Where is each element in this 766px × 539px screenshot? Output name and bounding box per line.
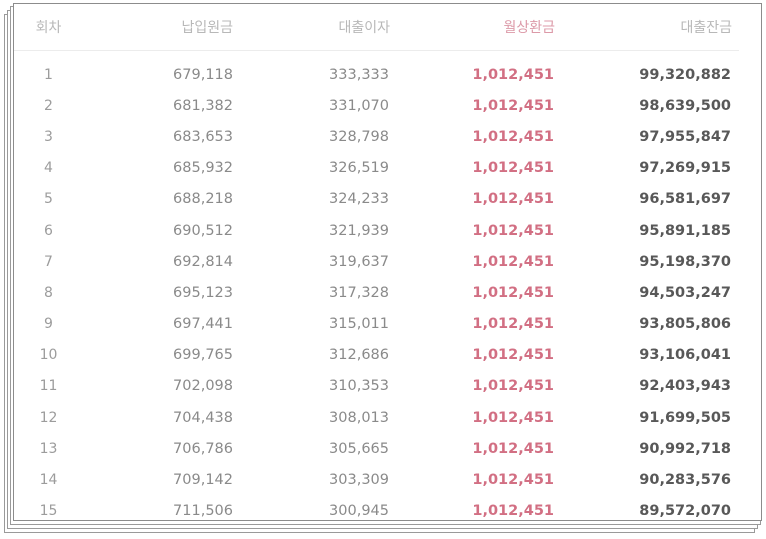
cell-interest: 303,309 xyxy=(329,472,389,489)
table-row: 13 706,786 305,665 1,012,451 90,992,718 xyxy=(14,433,761,464)
header-round: 회차 xyxy=(35,20,62,36)
cell-monthly-payment: 1,012,451 xyxy=(472,409,554,426)
table-row: 3 683,653 328,798 1,012,451 97,955,847 xyxy=(14,121,761,152)
cell-interest: 324,233 xyxy=(329,191,389,208)
cell-monthly-payment: 1,012,451 xyxy=(472,316,554,333)
cell-interest: 326,519 xyxy=(329,160,389,177)
cell-balance: 97,269,915 xyxy=(639,160,731,177)
table-row: 10 699,765 312,686 1,012,451 93,106,041 xyxy=(14,340,761,371)
cell-monthly-payment: 1,012,451 xyxy=(472,253,554,270)
cell-round: 6 xyxy=(44,222,53,239)
header-divider xyxy=(14,50,739,51)
cell-balance: 91,699,505 xyxy=(639,409,731,426)
cell-monthly-payment: 1,012,451 xyxy=(472,440,554,457)
table-body: 1 679,118 333,333 1,012,451 99,320,882 2 681,3… xyxy=(14,59,761,520)
cell-principal: 699,765 xyxy=(173,347,233,364)
cell-round: 10 xyxy=(39,347,58,364)
cell-interest: 321,939 xyxy=(329,222,389,239)
cell-interest: 300,945 xyxy=(329,503,389,520)
cell-monthly-payment: 1,012,451 xyxy=(472,191,554,208)
cell-interest: 310,353 xyxy=(329,378,389,395)
repayment-schedule-table: 회차 납입원금 대출이자 월상환금 대출잔금 1 679,118 333,333 1,… xyxy=(13,3,762,521)
table-row: 4 685,932 326,519 1,012,451 97,269,915 xyxy=(14,153,761,184)
cell-round: 3 xyxy=(44,128,53,145)
cell-principal: 681,382 xyxy=(173,97,233,114)
table-row: 11 702,098 310,353 1,012,451 92,403,943 xyxy=(14,371,761,402)
cell-round: 4 xyxy=(44,160,53,177)
cell-interest: 331,070 xyxy=(329,97,389,114)
cell-balance: 93,805,806 xyxy=(639,316,731,333)
cell-principal: 695,123 xyxy=(173,284,233,301)
cell-balance: 93,106,041 xyxy=(639,347,731,364)
cell-balance: 96,581,697 xyxy=(639,191,731,208)
cell-round: 7 xyxy=(44,253,53,270)
table-row: 6 690,512 321,939 1,012,451 95,891,185 xyxy=(14,215,761,246)
cell-monthly-payment: 1,012,451 xyxy=(472,66,554,83)
cell-monthly-payment: 1,012,451 xyxy=(472,347,554,364)
table-row: 5 688,218 324,233 1,012,451 96,581,697 xyxy=(14,184,761,215)
cell-round: 9 xyxy=(44,316,53,333)
cell-principal: 702,098 xyxy=(173,378,233,395)
cell-monthly-payment: 1,012,451 xyxy=(472,128,554,145)
table-row: 2 681,382 331,070 1,012,451 98,639,500 xyxy=(14,90,761,121)
cell-round: 12 xyxy=(39,409,58,426)
cell-balance: 90,283,576 xyxy=(639,472,731,489)
table-header: 회차 납입원금 대출이자 월상환금 대출잔금 xyxy=(14,4,761,50)
table-row: 9 697,441 315,011 1,012,451 93,805,806 xyxy=(14,309,761,340)
cell-monthly-payment: 1,012,451 xyxy=(472,472,554,489)
cell-interest: 317,328 xyxy=(329,284,389,301)
cell-balance: 95,198,370 xyxy=(639,253,731,270)
cell-principal: 688,218 xyxy=(173,191,233,208)
cell-interest: 308,013 xyxy=(329,409,389,426)
cell-monthly-payment: 1,012,451 xyxy=(472,222,554,239)
cell-interest: 315,011 xyxy=(329,316,389,333)
cell-round: 2 xyxy=(44,97,53,114)
cell-principal: 683,653 xyxy=(173,128,233,145)
table-row: 15 711,506 300,945 1,012,451 89,572,070 xyxy=(14,496,761,520)
cell-round: 13 xyxy=(39,440,58,457)
cell-balance: 99,320,882 xyxy=(639,66,731,83)
cell-balance: 95,891,185 xyxy=(639,222,731,239)
cell-round: 1 xyxy=(44,66,53,83)
cell-principal: 692,814 xyxy=(173,253,233,270)
cell-monthly-payment: 1,012,451 xyxy=(472,503,554,520)
cell-principal: 711,506 xyxy=(173,503,233,520)
cell-interest: 319,637 xyxy=(329,253,389,270)
header-balance: 대출잔금 xyxy=(680,20,732,36)
cell-balance: 92,403,943 xyxy=(639,378,731,395)
cell-monthly-payment: 1,012,451 xyxy=(472,284,554,301)
cell-principal: 709,142 xyxy=(173,472,233,489)
cell-interest: 333,333 xyxy=(329,66,389,83)
cell-round: 5 xyxy=(44,191,53,208)
cell-balance: 89,572,070 xyxy=(639,503,731,520)
cell-interest: 305,665 xyxy=(329,440,389,457)
header-interest: 대출이자 xyxy=(338,20,390,36)
cell-round: 15 xyxy=(39,503,58,520)
cell-balance: 97,955,847 xyxy=(639,128,731,145)
cell-balance: 90,992,718 xyxy=(639,440,731,457)
table-row: 12 704,438 308,013 1,012,451 91,699,505 xyxy=(14,402,761,433)
cell-interest: 312,686 xyxy=(329,347,389,364)
cell-balance: 94,503,247 xyxy=(639,284,731,301)
cell-principal: 679,118 xyxy=(173,66,233,83)
table-row: 8 695,123 317,328 1,012,451 94,503,247 xyxy=(14,277,761,308)
cell-round: 11 xyxy=(39,378,58,395)
cell-principal: 685,932 xyxy=(173,160,233,177)
header-principal: 납입원금 xyxy=(181,20,233,36)
cell-round: 8 xyxy=(44,284,53,301)
cell-principal: 706,786 xyxy=(173,440,233,457)
table-row: 14 709,142 303,309 1,012,451 90,283,576 xyxy=(14,464,761,495)
cell-monthly-payment: 1,012,451 xyxy=(472,160,554,177)
cell-balance: 98,639,500 xyxy=(639,97,731,114)
header-monthly-payment: 월상환금 xyxy=(503,20,555,36)
cell-interest: 328,798 xyxy=(329,128,389,145)
cell-monthly-payment: 1,012,451 xyxy=(472,97,554,114)
cell-principal: 697,441 xyxy=(173,316,233,333)
cell-round: 14 xyxy=(39,472,58,489)
cell-principal: 704,438 xyxy=(173,409,233,426)
cell-monthly-payment: 1,012,451 xyxy=(472,378,554,395)
table-row: 7 692,814 319,637 1,012,451 95,198,370 xyxy=(14,246,761,277)
table-row: 1 679,118 333,333 1,012,451 99,320,882 xyxy=(14,59,761,90)
cell-principal: 690,512 xyxy=(173,222,233,239)
